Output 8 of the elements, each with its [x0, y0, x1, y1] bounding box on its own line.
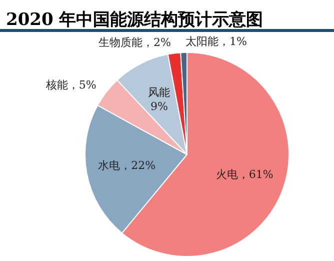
chart-title: 2020 年中国能源结构预计示意图 [5, 9, 264, 30]
slice-label: 生物质能，2% [98, 36, 171, 50]
data-label: 9% [150, 100, 168, 113]
slice-label: 核能，5% [44, 78, 96, 92]
slice-label: 水电，22% [98, 158, 156, 172]
slice-label: 太阳能，1% [185, 35, 247, 48]
slice-label: 火电，61% [216, 168, 274, 182]
slice-label: 风能 [148, 86, 170, 99]
